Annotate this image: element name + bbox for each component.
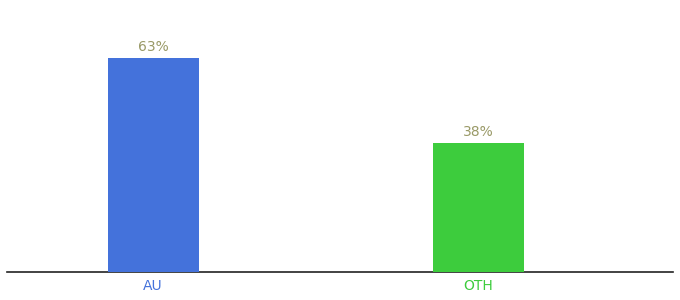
Text: 38%: 38% (462, 125, 494, 139)
Text: 63%: 63% (138, 40, 169, 54)
Bar (432, 143, 524, 272)
Bar (107, 58, 199, 272)
